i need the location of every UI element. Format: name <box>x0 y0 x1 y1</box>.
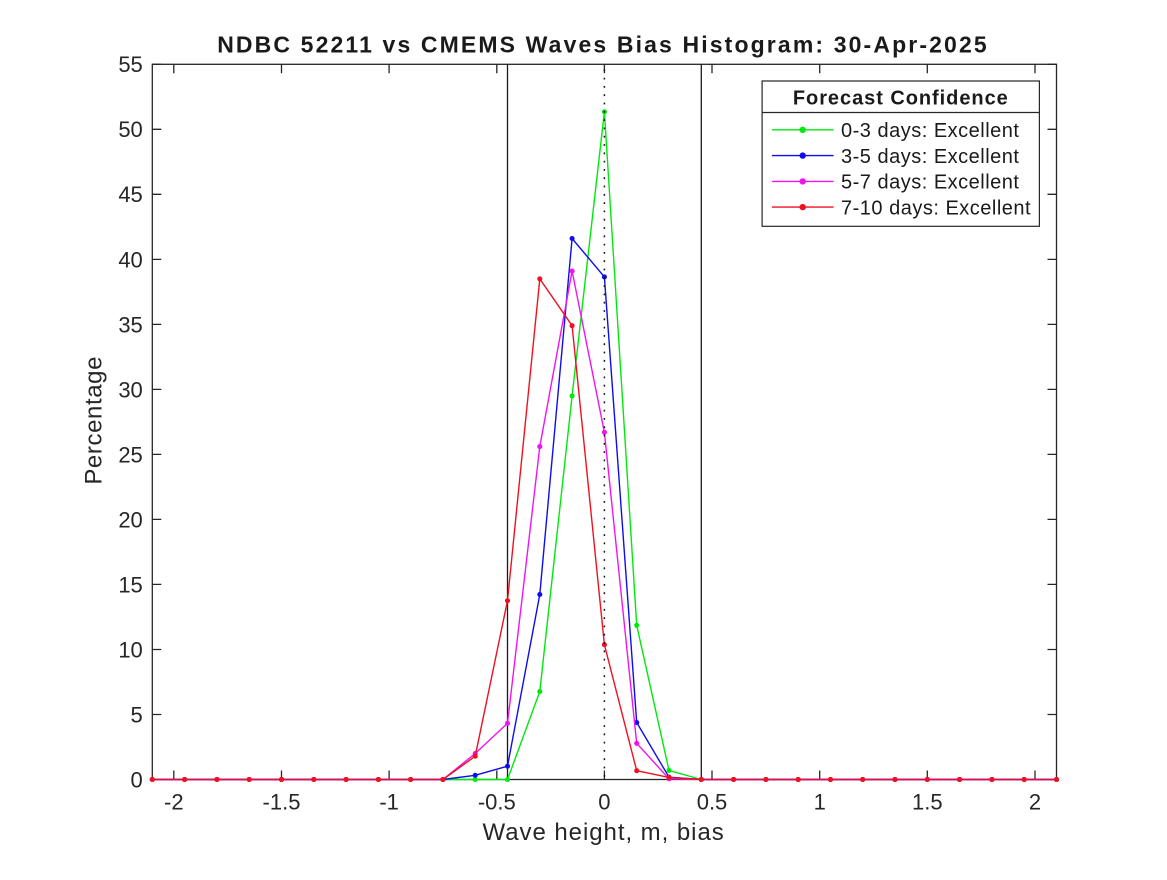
svg-text:Wave height, m, bias: Wave height, m, bias <box>482 819 724 846</box>
svg-text:1: 1 <box>814 789 826 814</box>
svg-text:-1.5: -1.5 <box>263 789 301 814</box>
svg-text:35: 35 <box>118 312 142 337</box>
svg-text:-0.5: -0.5 <box>478 789 516 814</box>
svg-text:NDBC 52211 vs CMEMS Waves Bias: NDBC 52211 vs CMEMS Waves Bias Histogram… <box>217 31 989 57</box>
svg-text:5-7 days: Excellent: 5-7 days: Excellent <box>841 172 1019 194</box>
svg-text:Percentage: Percentage <box>81 356 108 485</box>
svg-text:Forecast Confidence: Forecast Confidence <box>793 87 1009 109</box>
svg-text:5: 5 <box>131 702 143 727</box>
svg-text:25: 25 <box>118 442 142 467</box>
svg-text:1.5: 1.5 <box>912 789 943 814</box>
svg-text:55: 55 <box>118 52 142 77</box>
svg-text:2: 2 <box>1029 789 1041 814</box>
svg-text:10: 10 <box>118 637 142 662</box>
svg-text:0: 0 <box>131 767 143 792</box>
svg-text:-1: -1 <box>379 789 399 814</box>
svg-text:0.5: 0.5 <box>697 789 728 814</box>
svg-text:0-3 days: Excellent: 0-3 days: Excellent <box>841 120 1019 142</box>
svg-text:45: 45 <box>118 182 142 207</box>
svg-text:3-5 days: Excellent: 3-5 days: Excellent <box>841 146 1019 168</box>
svg-text:-2: -2 <box>164 789 184 814</box>
svg-text:30: 30 <box>118 377 142 402</box>
svg-text:7-10 days: Excellent: 7-10 days: Excellent <box>841 197 1031 219</box>
svg-text:0: 0 <box>598 789 610 814</box>
svg-text:15: 15 <box>118 572 142 597</box>
svg-text:40: 40 <box>118 247 142 272</box>
svg-text:50: 50 <box>118 117 142 142</box>
svg-text:20: 20 <box>118 507 142 532</box>
